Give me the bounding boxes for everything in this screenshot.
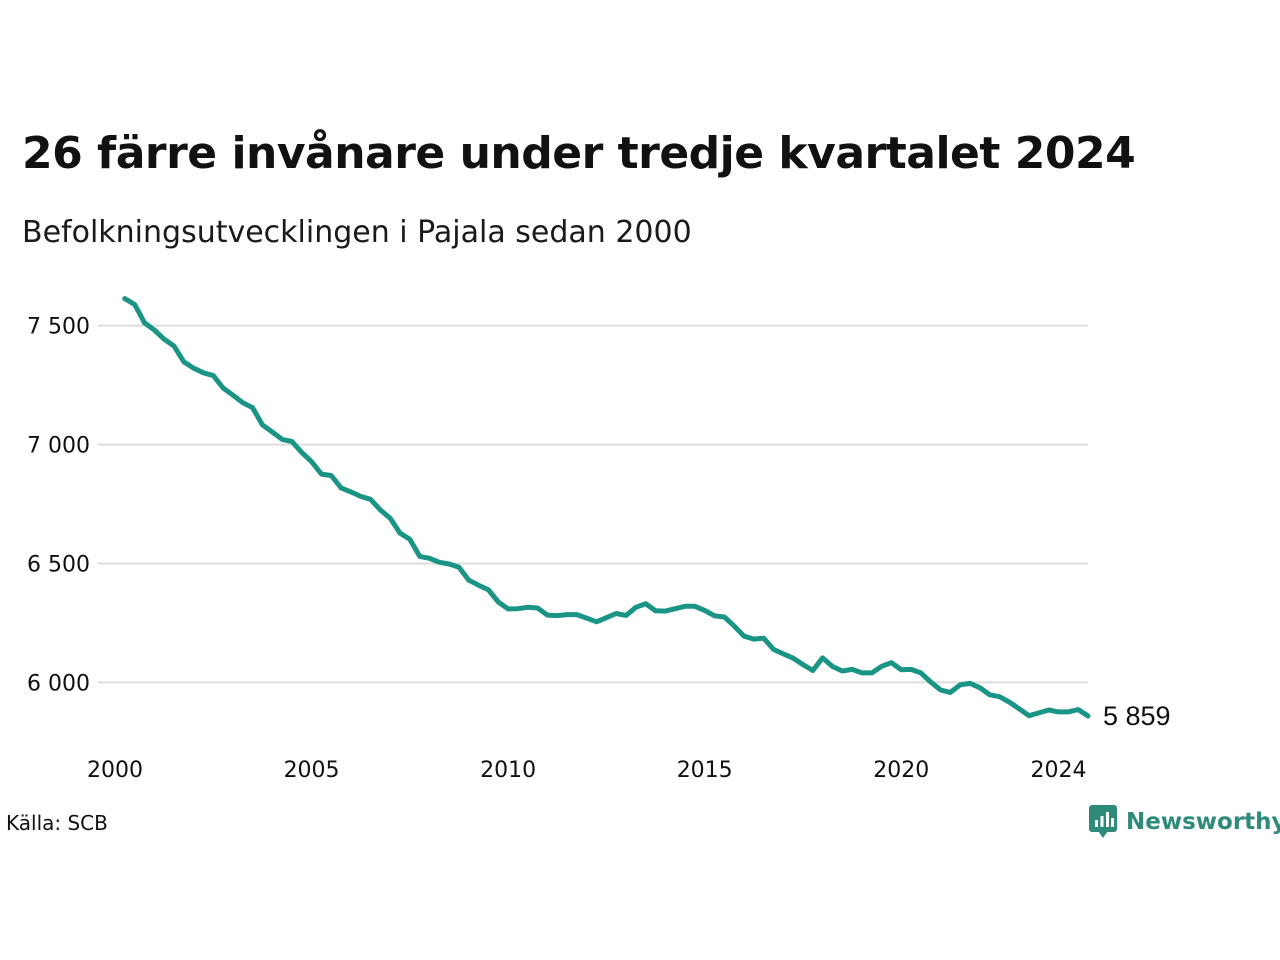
brand-logo: Newsworthy [1088, 804, 1280, 840]
y-tick-label: 6 500 [27, 553, 90, 578]
chart-title: 26 färre invånare under tredje kvartalet… [22, 128, 1136, 179]
x-tick-label: 2020 [873, 758, 929, 783]
y-tick-label: 7 500 [27, 315, 90, 340]
x-tick-label: 2010 [480, 758, 536, 783]
y-tick-label: 7 000 [27, 434, 90, 459]
y-axis-ticks: 6 000 6 500 7 000 7 500 [27, 315, 90, 697]
x-tick-label: 2000 [87, 758, 143, 783]
source-note: Källa: SCB [6, 811, 108, 835]
population-line [122, 296, 1091, 719]
x-axis-ticks: 2000 2005 2010 2015 2020 2024 [87, 758, 1087, 783]
x-tick-label: 2024 [1031, 758, 1087, 783]
end-value-label: 5 859 [1103, 701, 1171, 731]
chart-subtitle: Befolkningsutvecklingen i Pajala sedan 2… [22, 215, 692, 250]
brand-name: Newsworthy [1126, 809, 1280, 835]
gridlines [98, 324, 1088, 684]
x-tick-label: 2015 [677, 758, 733, 783]
y-tick-label: 6 000 [27, 671, 90, 696]
newsworthy-logo-icon [1089, 805, 1117, 838]
x-tick-label: 2005 [284, 758, 340, 783]
